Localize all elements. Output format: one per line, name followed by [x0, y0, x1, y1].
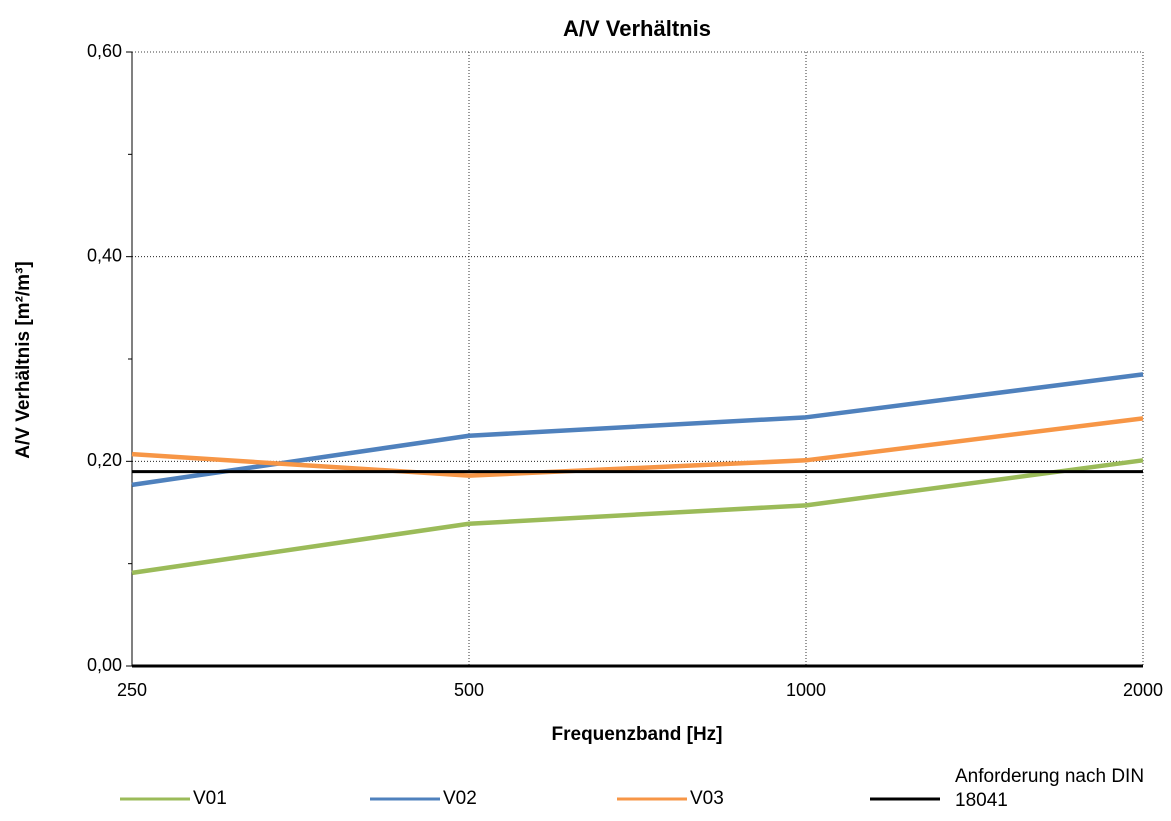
chart-title: A/V Verhältnis — [563, 16, 711, 41]
legend-label: V01 — [193, 788, 227, 809]
y-tick-label: 0,20 — [87, 450, 122, 470]
y-tick-label: 0,40 — [87, 245, 122, 265]
series-line — [131, 372, 1144, 488]
legend-label: Anforderung nach DIN 18041 — [955, 766, 1145, 811]
y-axis-title: A/V Verhältnis [m²/m³] — [13, 261, 34, 458]
series-line — [131, 458, 1144, 576]
x-tick-label: 250 — [117, 680, 147, 700]
x-tick-label: 500 — [454, 680, 484, 700]
series-line — [131, 416, 1144, 478]
x-tick-label: 2000 — [1123, 680, 1163, 700]
y-tick-label: 0,00 — [87, 655, 122, 675]
x-axis-title: Frequenzband [Hz] — [552, 724, 723, 745]
y-tick-label: 0,60 — [87, 41, 122, 61]
legend-label: V02 — [443, 788, 477, 809]
legend-label: V03 — [690, 788, 724, 809]
x-tick-label: 1000 — [786, 680, 826, 700]
